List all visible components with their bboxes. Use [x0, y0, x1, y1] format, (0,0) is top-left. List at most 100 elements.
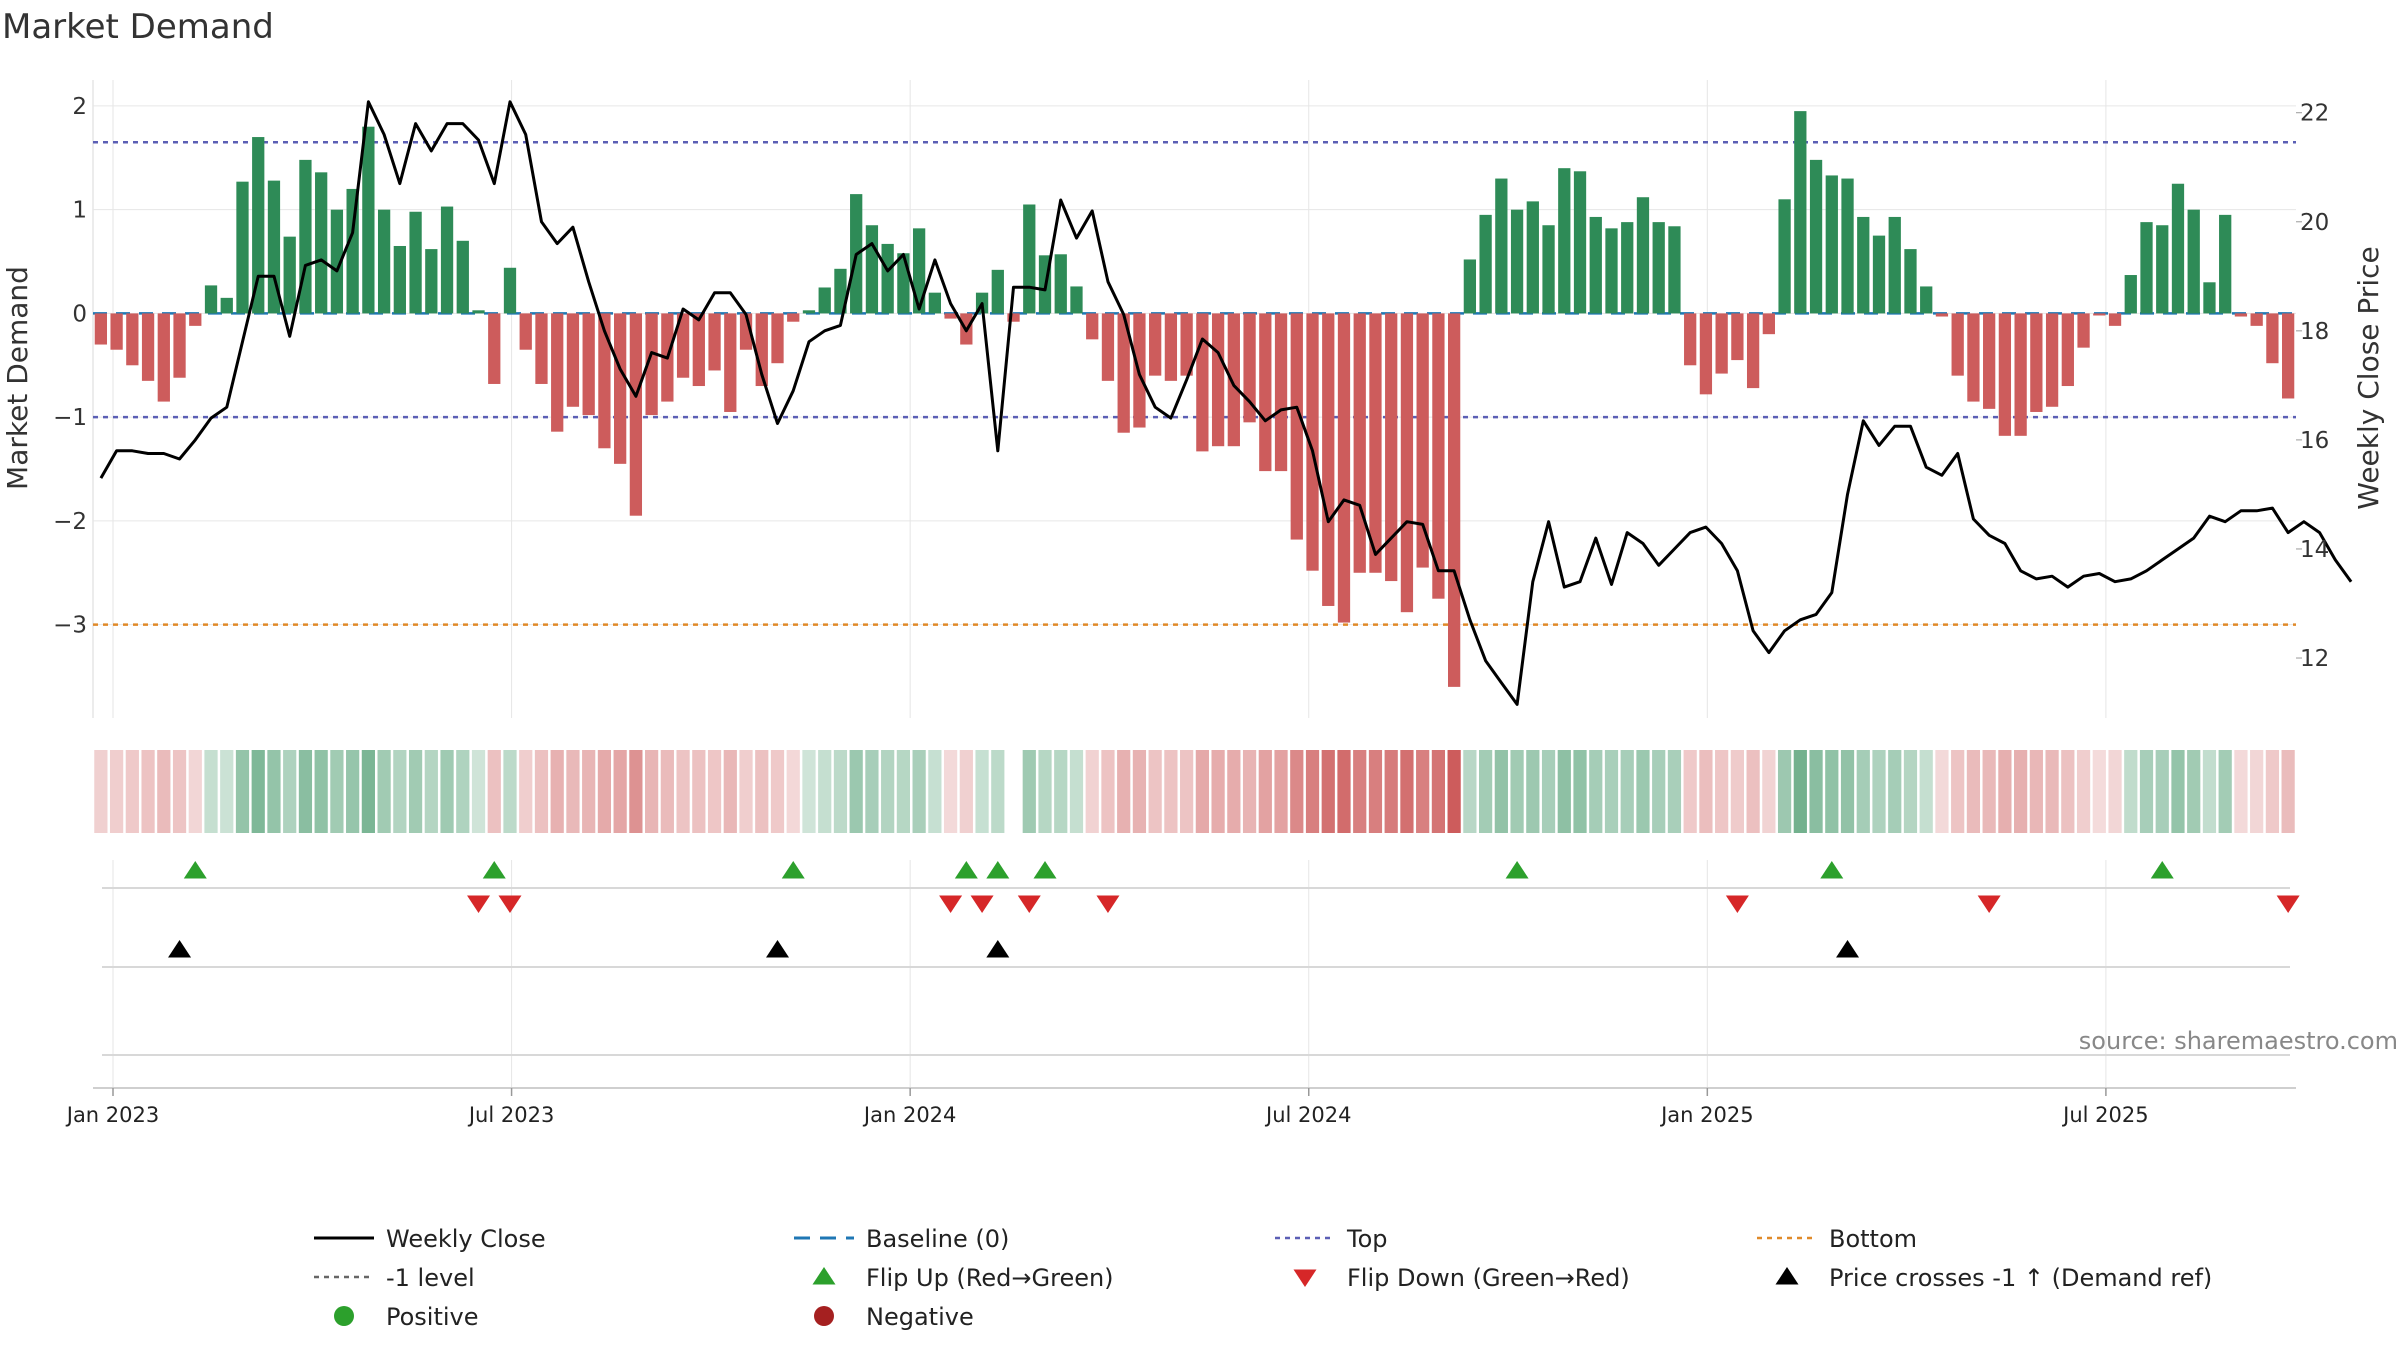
- demand-bar: [1306, 313, 1319, 571]
- heat-cell: [2155, 750, 2169, 833]
- demand-bar: [1259, 313, 1272, 472]
- demand-bar: [582, 313, 595, 416]
- demand-bar: [897, 253, 910, 314]
- demand-bar: [1715, 313, 1728, 374]
- price-series: [99, 100, 2353, 706]
- heat-cell: [1982, 750, 1996, 833]
- demand-bar: [94, 313, 108, 345]
- legend-label: Negative: [866, 1303, 974, 1331]
- legend-label: Positive: [386, 1303, 479, 1331]
- demand-bar: [676, 313, 690, 378]
- heat-cell: [172, 750, 187, 833]
- heat-cell: [770, 750, 785, 833]
- demand-bar: [2045, 313, 2059, 407]
- price-cross-marker: [1836, 940, 1860, 958]
- date-axis: Jan 2023 Jul 2023 Jan 2024 Jul 2024 Jan 2025…: [65, 1088, 2149, 1127]
- demand-bar: [724, 313, 737, 412]
- heat-cell: [1416, 750, 1430, 833]
- heat-cell: [2108, 750, 2122, 833]
- heat-cell: [440, 750, 454, 833]
- demand-bar: [1825, 175, 1838, 314]
- heat-cell: [503, 750, 517, 833]
- demand-bar: [1196, 313, 1209, 452]
- heat-cell: [1085, 750, 1099, 833]
- heat-cell: [1730, 750, 1744, 833]
- heat-cell: [1195, 750, 1209, 833]
- demand-bar: [1542, 225, 1555, 314]
- heat-cell: [786, 750, 800, 833]
- heat-cell: [330, 750, 344, 833]
- heat-cell: [1541, 750, 1556, 833]
- heat-cell: [1809, 750, 1823, 833]
- heat-cell: [1966, 750, 1981, 833]
- heat-cell: [2045, 750, 2059, 833]
- demand-bar: [1935, 313, 1949, 317]
- heat-cell: [2281, 750, 2295, 833]
- demand-bar: [377, 209, 391, 314]
- demand-bar: [692, 313, 705, 387]
- price-cross-marker: [986, 940, 1010, 958]
- heat-cell: [1431, 750, 1446, 833]
- demand-bar: [267, 180, 281, 314]
- heat-cell: [1132, 750, 1147, 833]
- legend-label: Weekly Close: [386, 1225, 546, 1253]
- legend-item: Weekly Close: [314, 1225, 546, 1253]
- heat-cell: [1117, 750, 1131, 833]
- heat-cell: [896, 750, 910, 833]
- demand-bar: [2219, 214, 2232, 314]
- heat-cell: [519, 750, 533, 833]
- flip-up-marker: [183, 861, 207, 879]
- y-tick-label-left: 2: [72, 94, 87, 120]
- heat-cell: [251, 750, 265, 833]
- heat-cell: [833, 750, 848, 833]
- demand-bar: [1920, 286, 1933, 314]
- demand-bar: [1621, 222, 1634, 314]
- demand-bar: [598, 313, 611, 449]
- heat-cell: [1400, 750, 1414, 833]
- demand-bar: [1101, 313, 1115, 381]
- y-tick-label-right: 18: [2300, 319, 2329, 345]
- demand-bar: [1605, 228, 1618, 314]
- demand-bar: [1951, 313, 1964, 376]
- demand-bar: [330, 209, 344, 314]
- legend-item: Bottom: [1757, 1225, 1917, 1253]
- demand-bar: [2124, 275, 2137, 314]
- heat-cell: [597, 750, 612, 833]
- heat-cell: [1022, 750, 1036, 833]
- legend-label: Flip Down (Green→Red): [1347, 1264, 1630, 1292]
- demand-bar: [1385, 313, 1398, 582]
- heat-cell: [1872, 750, 1886, 833]
- heat-cell: [1101, 750, 1115, 833]
- demand-bar: [2030, 313, 2043, 412]
- heat-cell: [723, 750, 737, 833]
- demand-bar: [2061, 313, 2074, 387]
- price-cross-marker: [766, 940, 790, 958]
- legend-item: Price crosses -1 ↑ (Demand ref): [1775, 1264, 2212, 1292]
- demand-bar: [1746, 313, 1760, 389]
- heat-cell: [298, 750, 313, 833]
- demand-bar: [157, 313, 170, 402]
- flip-up-marker: [1820, 861, 1844, 879]
- demand-bar: [1117, 313, 1130, 433]
- heat-cell: [1148, 750, 1162, 833]
- heat-cell: [582, 750, 596, 833]
- legend-swatch: [1293, 1269, 1317, 1287]
- heat-cell: [1447, 750, 1461, 833]
- demand-bar: [928, 292, 941, 314]
- heat-cell: [1589, 750, 1603, 833]
- demand-bar: [362, 126, 375, 314]
- demand-bar: [802, 310, 816, 314]
- demand-bar: [1274, 313, 1288, 472]
- heat-cell: [1479, 750, 1493, 833]
- demand-bar: [252, 137, 265, 314]
- heat-cell: [220, 750, 234, 833]
- demand-bar: [141, 313, 155, 381]
- x-tick-label: Jul 2024: [1264, 1103, 1351, 1127]
- demand-bar: [1794, 111, 1807, 314]
- heat-cell: [1762, 750, 1776, 833]
- heat-cell: [692, 750, 706, 833]
- demand-bar: [2077, 313, 2090, 348]
- legend-item: -1 level: [314, 1264, 475, 1292]
- x-tick-label: Jul 2023: [467, 1103, 554, 1127]
